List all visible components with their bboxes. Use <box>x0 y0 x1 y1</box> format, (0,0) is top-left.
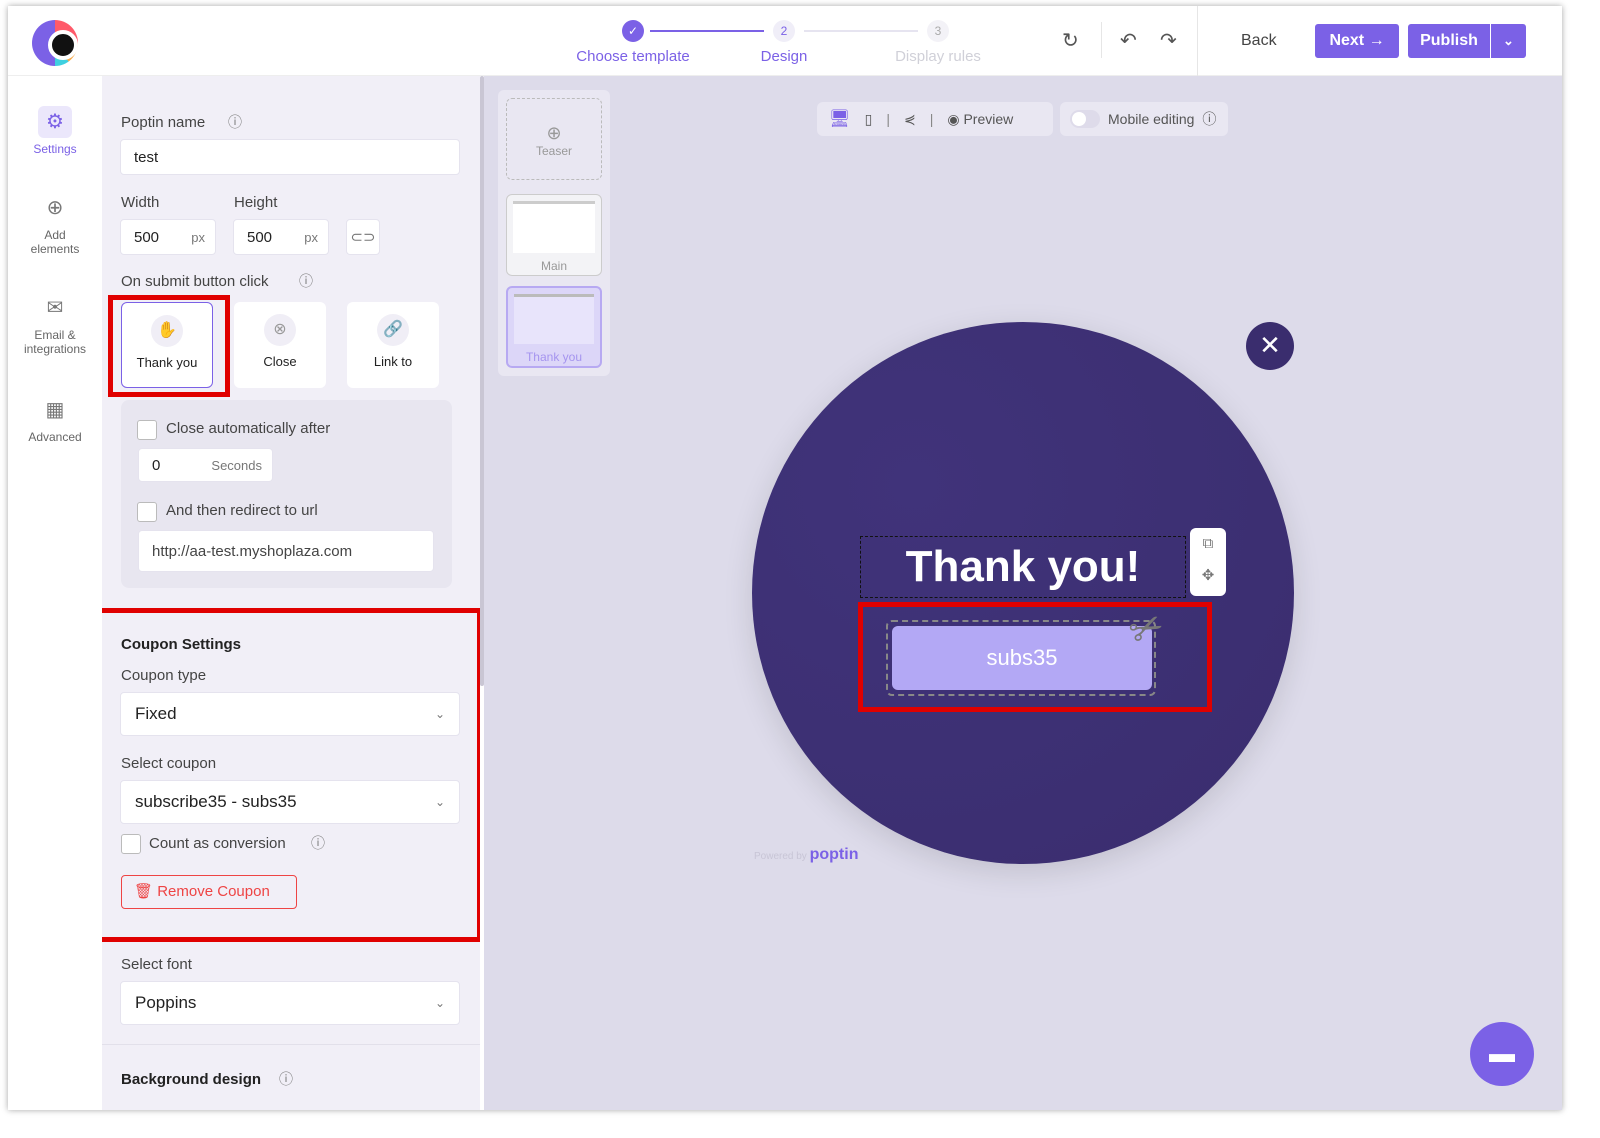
chevron-down-icon: ⌄ <box>434 707 445 721</box>
trash-icon: 🗑 <box>134 883 154 900</box>
publish-dropdown-chevron-icon[interactable]: ⌄ <box>1491 24 1526 58</box>
thumbnail-main[interactable]: Main <box>506 194 602 276</box>
grid-icon: ▦ <box>45 399 65 421</box>
undo-icon[interactable]: ↶ <box>1120 30 1137 52</box>
remove-coupon-button[interactable]: 🗑 Remove Coupon <box>121 875 297 909</box>
coupon-type-select[interactable]: Fixed ⌄ <box>120 692 460 736</box>
rail-item-advanced[interactable]: ▦ Advanced <box>8 394 102 444</box>
chevron-down-icon: ⌄ <box>434 795 445 809</box>
rail-item-email-integrations[interactable]: ✉ Email & integrations <box>8 292 102 356</box>
info-icon[interactable]: ⓘ <box>299 273 313 289</box>
toggle-knob <box>1072 112 1086 126</box>
left-rail: ⚙ Settings ⊕ Add elements ✉ Email & integra… <box>8 76 102 1110</box>
preview-button[interactable]: ◉ Preview <box>947 110 1014 127</box>
height-input[interactable]: 500 px <box>233 219 329 255</box>
panel-scrollbar[interactable] <box>480 76 484 686</box>
share-icon[interactable]: ⋞ <box>903 110 916 127</box>
check-icon: ✓ <box>622 20 644 42</box>
mobile-editing-toggle[interactable] <box>1070 110 1100 128</box>
close-automatically-checkbox[interactable] <box>137 420 157 440</box>
step-connector <box>804 30 918 32</box>
poptin-logo[interactable] <box>32 20 78 66</box>
highlight-box <box>108 295 230 397</box>
divider <box>1101 22 1102 58</box>
highlight-box <box>102 608 480 942</box>
top-bar: ✓ Choose template 2 Design 3 Display rul… <box>8 6 1562 76</box>
desktop-icon[interactable]: 🖥 <box>829 109 851 128</box>
element-toolbar: ⧉ ✥ <box>1190 528 1226 596</box>
step-connector <box>650 30 764 32</box>
divider: | <box>929 111 934 127</box>
submit-option-close[interactable]: ⊗ Close <box>234 302 326 388</box>
move-icon[interactable]: ✥ <box>1201 567 1215 584</box>
redirect-url-input[interactable]: http://aa-test.myshoplaza.com <box>138 530 434 572</box>
mail-icon: ✉ <box>46 297 64 319</box>
link-icon: 🔗 <box>377 314 409 346</box>
submit-option-thank-you[interactable]: ✋ Thank you <box>121 302 213 388</box>
count-conversion-checkbox[interactable] <box>121 834 141 854</box>
width-input[interactable]: 500 px <box>120 219 216 255</box>
settings-panel: Poptin name ⓘ test Width Height 500 px 50… <box>102 76 480 1110</box>
thumbnail-thank-you[interactable]: Thank you <box>506 286 602 368</box>
plus-circle-icon: ⊕ <box>546 123 562 143</box>
font-select[interactable]: Poppins ⌄ <box>120 981 460 1025</box>
clapping-hands-icon: ✋ <box>151 315 183 347</box>
step-design[interactable]: 2 Design <box>734 20 834 65</box>
divider: | <box>886 111 890 127</box>
popup-close-icon[interactable]: ✕ <box>1246 322 1294 370</box>
gear-icon: ⚙ <box>38 106 72 138</box>
reset-icon[interactable]: ↻ <box>1062 30 1079 52</box>
step-display-rules[interactable]: 3 Display rules <box>878 20 998 65</box>
view-toolbar: 🖥 ▯ | ⋞ | ◉ Preview <box>817 102 1053 136</box>
duplicate-icon[interactable]: ⧉ <box>1202 535 1214 552</box>
thumbnail-preview <box>513 201 595 253</box>
rail-item-settings[interactable]: ⚙ Settings <box>8 106 102 156</box>
close-circle-icon: ⊗ <box>264 314 296 346</box>
eye-icon: ◉ <box>947 110 960 127</box>
redo-icon[interactable]: ↷ <box>1160 30 1177 52</box>
seconds-input[interactable]: 0 Seconds <box>138 448 273 482</box>
info-icon[interactable]: ⓘ <box>1202 111 1217 127</box>
submit-option-link-to[interactable]: 🔗 Link to <box>347 302 439 388</box>
step-thumbnails: ⊕ Teaser Main Thank you <box>498 90 610 376</box>
next-button[interactable]: Next → <box>1315 24 1399 58</box>
chat-icon[interactable]: ▬ <box>1470 1022 1534 1086</box>
info-icon[interactable]: ⓘ <box>228 114 242 130</box>
redirect-checkbox[interactable] <box>137 502 157 522</box>
divider <box>1197 6 1198 76</box>
info-icon[interactable]: ⓘ <box>311 835 325 851</box>
select-coupon-select[interactable]: subscribe35 - subs35 ⌄ <box>120 780 460 824</box>
highlight-box <box>858 602 1212 712</box>
popup-title[interactable]: Thank you! <box>860 536 1186 598</box>
back-button[interactable]: Back <box>1241 32 1277 49</box>
thumbnail-teaser[interactable]: ⊕ Teaser <box>506 98 602 180</box>
rail-item-add-elements[interactable]: ⊕ Add elements <box>8 192 102 256</box>
app-window: ✓ Choose template 2 Design 3 Display rul… <box>8 6 1562 1110</box>
chevron-down-icon: ⌄ <box>434 996 445 1010</box>
coupon-element[interactable] <box>886 620 1156 696</box>
info-icon[interactable]: ⓘ <box>279 1071 293 1087</box>
powered-by[interactable]: Powered by poptin <box>754 846 859 863</box>
plus-circle-icon: ⊕ <box>46 197 64 219</box>
mobile-editing-control: Mobile editing ⓘ <box>1060 102 1228 136</box>
lock-ratio-link-icon[interactable]: ⊂⊃ <box>346 219 380 255</box>
mobile-icon[interactable]: ▯ <box>864 110 873 127</box>
divider <box>102 1044 480 1045</box>
coupon-code[interactable]: subs35 <box>892 626 1152 690</box>
thank-you-options: Close automatically after 0 Seconds And t… <box>121 400 452 588</box>
step-choose-template[interactable]: ✓ Choose template <box>563 20 703 65</box>
editor-canvas: ⊕ Teaser Main Thank you 🖥 ▯ | ⋞ | ◉ Previ… <box>484 76 1562 1110</box>
publish-button[interactable]: Publish <box>1408 24 1490 58</box>
thumbnail-preview <box>514 294 594 344</box>
poptin-name-input[interactable]: test <box>120 139 460 175</box>
